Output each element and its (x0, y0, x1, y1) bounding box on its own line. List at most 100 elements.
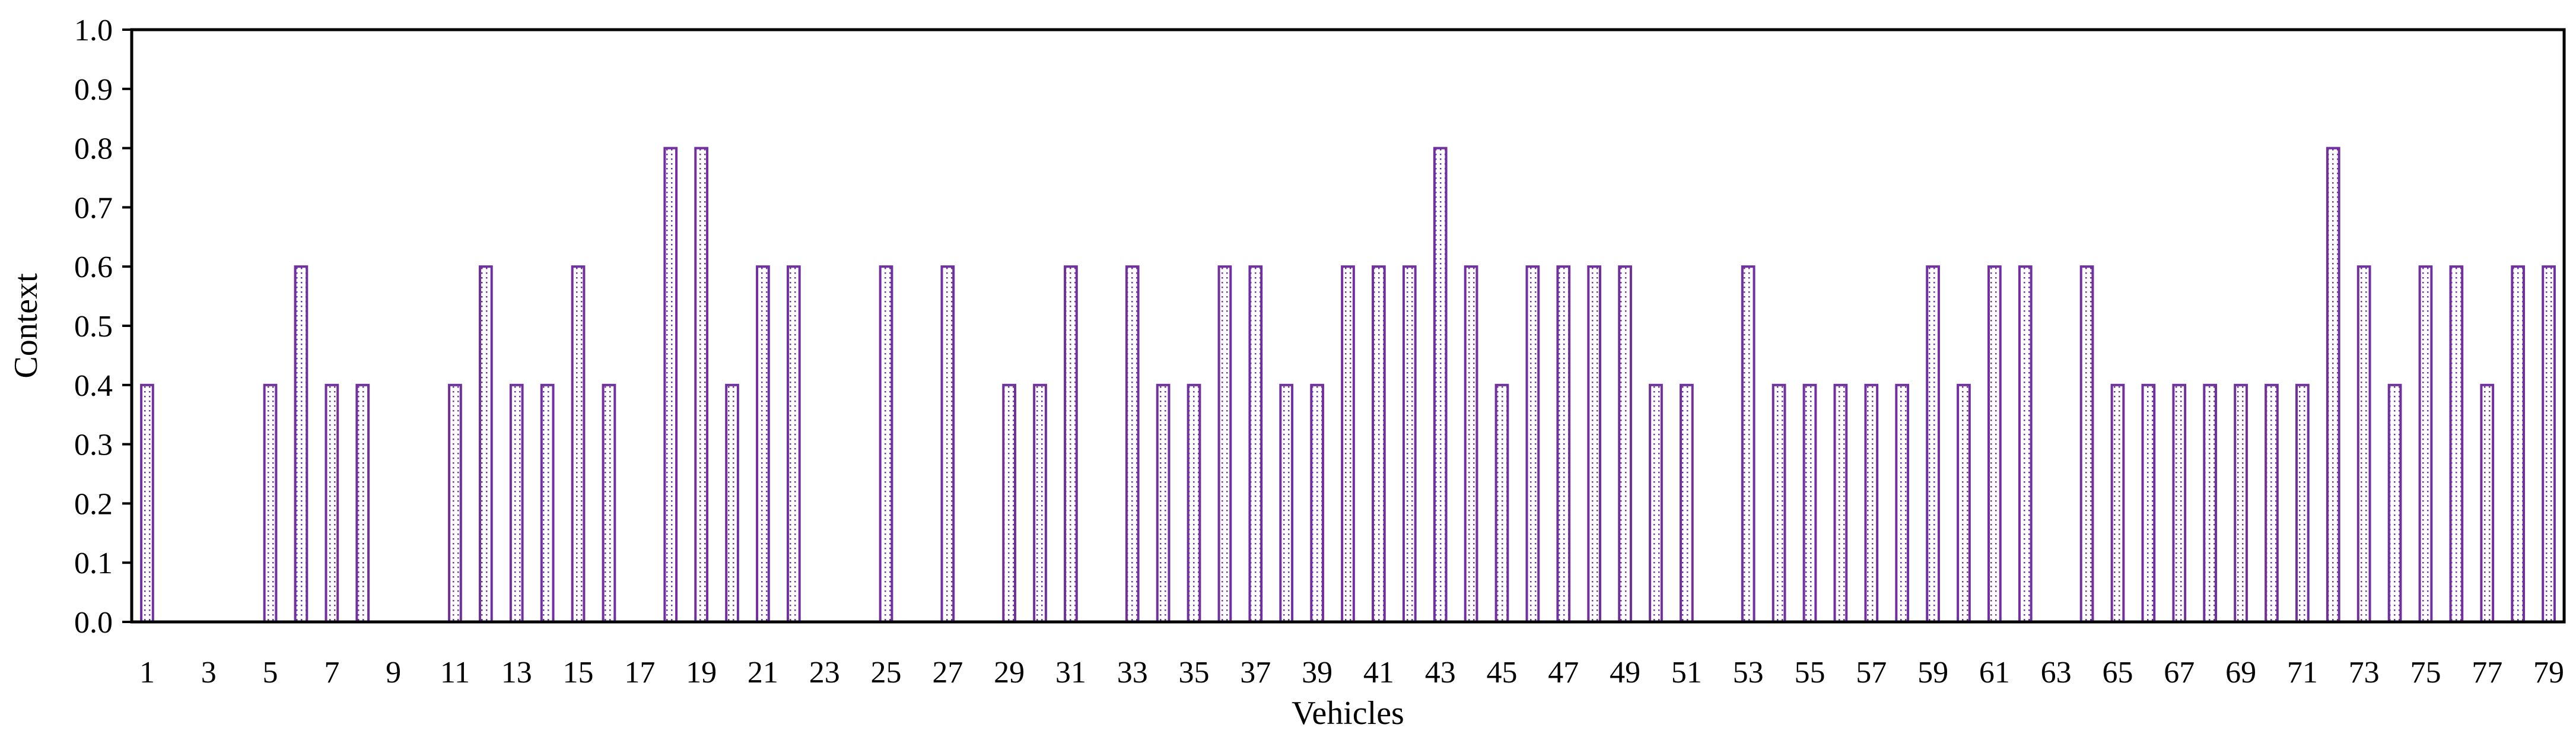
x-tick-label: 1 (139, 656, 155, 690)
bar-vehicle-64 (2079, 265, 2094, 623)
bar-vehicle-79 (2542, 265, 2556, 623)
x-tick-label: 13 (501, 656, 532, 690)
bar-vehicle-68 (2203, 383, 2218, 623)
x-tick-label: 3 (201, 656, 217, 690)
bar-vehicle-19 (694, 147, 708, 624)
x-axis-title: Vehicles (1292, 695, 1404, 732)
x-tick-label: 23 (809, 656, 840, 690)
x-tick-label: 71 (2287, 656, 2318, 690)
bar-vehicle-36 (1217, 265, 1232, 623)
y-tick-label: 0.2 (74, 487, 113, 521)
x-tick-label: 53 (1733, 656, 1764, 690)
bar-vehicle-21 (756, 265, 770, 623)
y-axis-title: Context (8, 273, 44, 379)
x-tick-label: 79 (2533, 656, 2564, 690)
bar-vehicle-53 (1741, 265, 1756, 623)
bar-vehicle-69 (2234, 383, 2248, 623)
y-tick-label: 1.0 (74, 14, 113, 47)
x-tick-label: 11 (440, 656, 470, 690)
bar-vehicle-44 (1464, 265, 1478, 623)
bar-vehicle-76 (2449, 265, 2464, 623)
bar-vehicle-42 (1402, 265, 1417, 623)
x-tick-label: 63 (2041, 656, 2072, 690)
x-tick-label: 9 (386, 656, 401, 690)
plot-area-frame (130, 28, 2566, 624)
x-tick-label: 61 (1979, 656, 2010, 690)
bar-vehicle-6 (294, 265, 309, 623)
x-tick-label: 31 (1055, 656, 1086, 690)
bar-vehicle-78 (2511, 265, 2526, 623)
bar-vehicle-40 (1341, 265, 1355, 623)
x-tick-label: 33 (1117, 656, 1148, 690)
y-tick-label: 0.7 (74, 191, 113, 225)
bar-vehicle-46 (1525, 265, 1540, 623)
bar-vehicle-7 (325, 383, 339, 623)
y-axis-ticks (122, 28, 132, 623)
bar-vehicle-1 (140, 383, 154, 623)
y-tick-label: 0.0 (74, 606, 113, 640)
x-tick-label: 45 (1486, 656, 1517, 690)
bar-vehicle-54 (1772, 383, 1786, 623)
bar-vehicle-18 (663, 147, 678, 624)
x-tick-label: 29 (994, 656, 1025, 690)
bar-vehicle-11 (448, 383, 462, 623)
bar-vehicle-56 (1833, 383, 1848, 623)
x-tick-label: 39 (1302, 656, 1332, 690)
bar-vehicle-41 (1372, 265, 1386, 623)
x-tick-label: 41 (1363, 656, 1394, 690)
x-tick-label: 37 (1240, 656, 1271, 690)
bar-vehicle-14 (540, 383, 555, 623)
bar-vehicle-59 (1926, 265, 1940, 623)
bar-vehicle-61 (1987, 265, 2002, 623)
bar-vehicle-38 (1279, 383, 1294, 623)
y-tick-label: 0.3 (74, 428, 113, 462)
bar-vehicle-55 (1802, 383, 1817, 623)
x-tick-label: 17 (624, 656, 655, 690)
x-tick-label: 67 (2164, 656, 2195, 690)
x-axis-tick-labels: 1 3 5 7 9 11 13 15 17 19 21 23 25 27 29 31 33 35 37 39 41 43 4… (139, 656, 2564, 690)
bar-vehicle-12 (478, 265, 493, 623)
bar-vehicle-34 (1156, 383, 1171, 623)
x-tick-label: 49 (1610, 656, 1640, 690)
bar-vehicle-25 (879, 265, 893, 623)
x-tick-label: 57 (1856, 656, 1887, 690)
x-tick-label: 77 (2472, 656, 2502, 690)
bar-vehicle-49 (1618, 265, 1632, 623)
bar-vehicle-48 (1587, 265, 1602, 623)
x-tick-label: 65 (2102, 656, 2133, 690)
bar-vehicle-62 (2018, 265, 2033, 623)
bar-vehicle-51 (1680, 383, 1694, 623)
bar-vehicle-72 (2326, 147, 2340, 624)
x-tick-label: 27 (932, 656, 963, 690)
y-axis-tick-labels: 0.0 0.1 0.2 0.3 0.4 0.5 0.6 0.7 0.8 0.9 1.0 (74, 14, 113, 640)
x-tick-label: 47 (1548, 656, 1579, 690)
bar-vehicle-71 (2295, 383, 2310, 623)
x-tick-label: 19 (686, 656, 717, 690)
bar-vehicle-37 (1248, 265, 1263, 623)
x-tick-label: 7 (324, 656, 339, 690)
bar-vehicle-47 (1556, 265, 1571, 623)
x-tick-label: 21 (748, 656, 778, 690)
bar-vehicle-29 (1002, 383, 1016, 623)
bar-vehicle-43 (1433, 147, 1448, 624)
bar-vehicle-57 (1864, 383, 1879, 623)
bars (140, 147, 2556, 624)
bar-vehicle-50 (1649, 383, 1663, 623)
y-tick-label: 0.5 (74, 310, 113, 344)
x-tick-label: 5 (263, 656, 278, 690)
x-tick-label: 43 (1425, 656, 1456, 690)
y-tick-label: 0.4 (74, 369, 113, 403)
bar-vehicle-66 (2141, 383, 2156, 623)
x-tick-label: 59 (1917, 656, 1948, 690)
bar-vehicle-22 (786, 265, 801, 623)
bar-vehicle-70 (2265, 383, 2279, 623)
bar-vehicle-60 (1957, 383, 1971, 623)
bar-vehicle-39 (1310, 383, 1324, 623)
bar-vehicle-58 (1895, 383, 1910, 623)
y-tick-label: 0.6 (74, 250, 113, 284)
bar-vehicle-74 (2387, 383, 2402, 623)
x-tick-label: 55 (1794, 656, 1825, 690)
x-tick-label: 35 (1179, 656, 1210, 690)
y-tick-label: 0.1 (74, 547, 113, 580)
